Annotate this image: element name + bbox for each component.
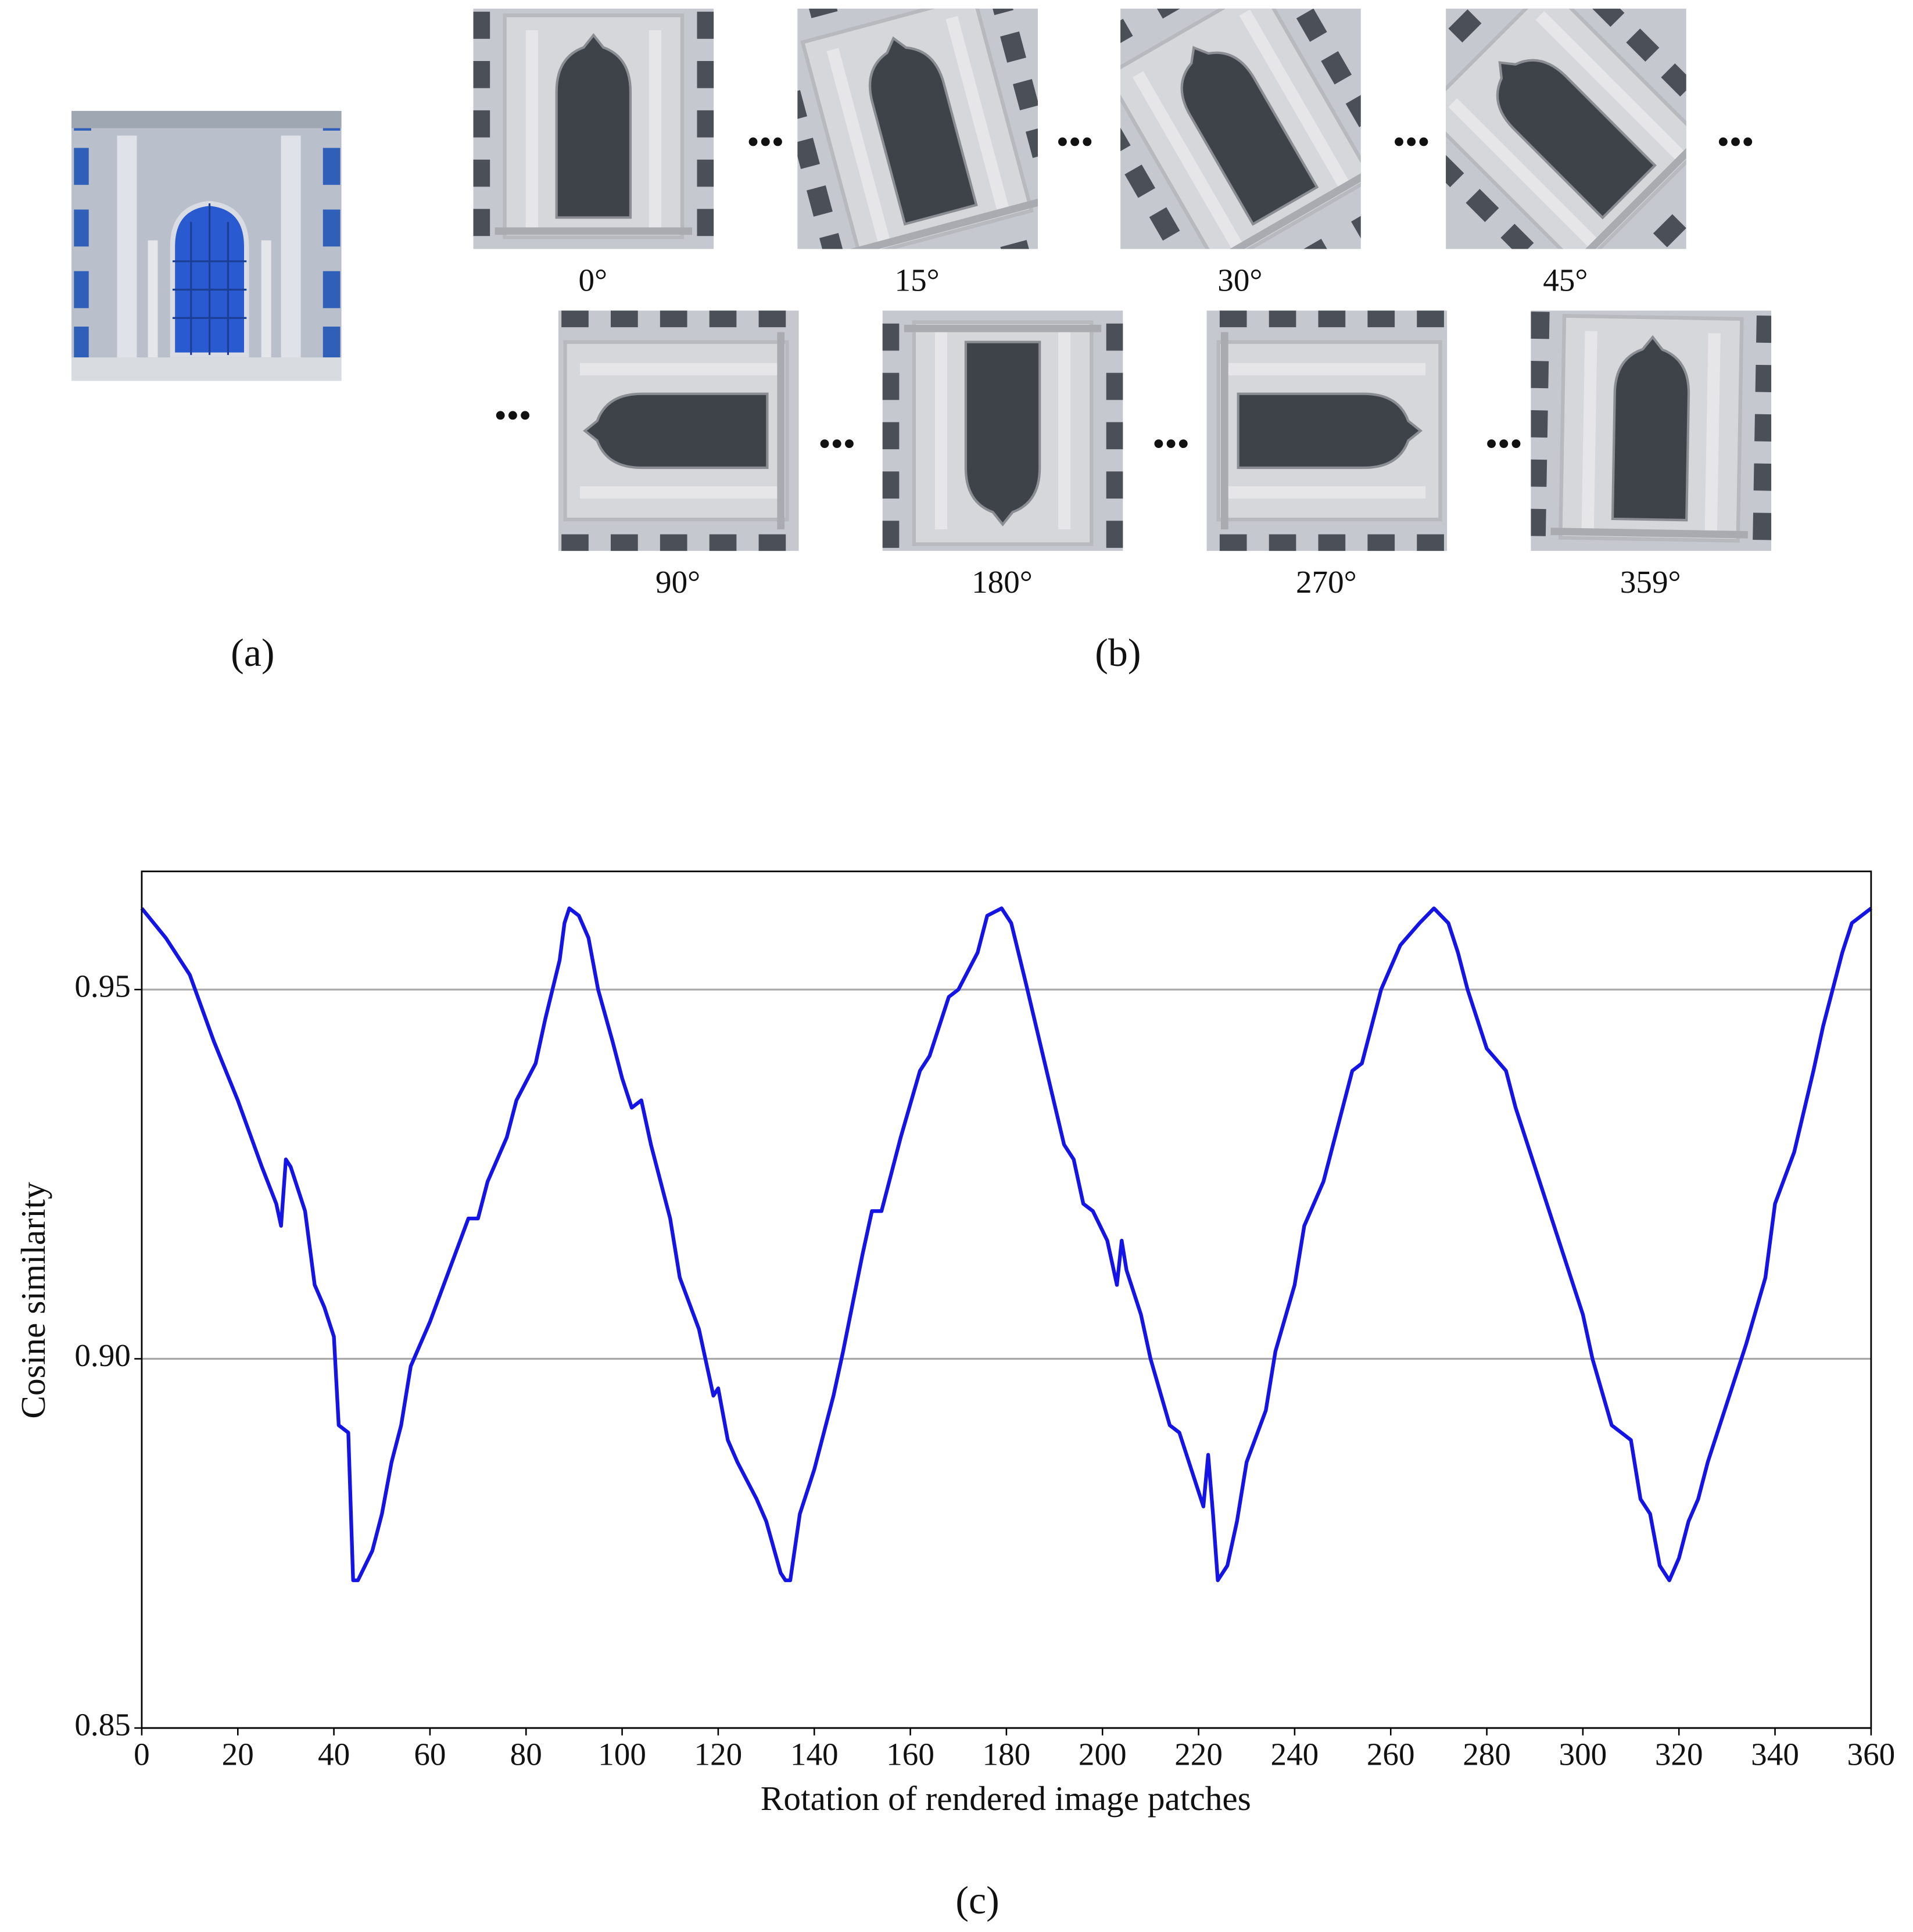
patch-image [1142, 246, 1511, 615]
x-tick-label: 0 [134, 1737, 150, 1772]
x-tick-label: 100 [598, 1737, 646, 1772]
facade-image [71, 110, 342, 381]
y-tick-label: 0.95 [74, 969, 130, 1004]
rotation-label: 180° [972, 564, 1033, 600]
x-tick-label: 120 [694, 1737, 743, 1772]
patch-image [1463, 243, 1839, 619]
rotated-patch [1463, 243, 1839, 619]
x-tick-label: 80 [510, 1737, 542, 1772]
x-tick-label: 180 [983, 1737, 1031, 1772]
x-tick-label: 280 [1463, 1737, 1511, 1772]
x-tick-label: 140 [790, 1737, 839, 1772]
x-tick-label: 20 [222, 1737, 254, 1772]
rotation-label: 0° [578, 263, 607, 298]
panel-label: (a) [231, 631, 274, 675]
x-tick-label: 60 [414, 1737, 446, 1772]
rotation-label: 15° [895, 263, 940, 298]
plot-frame [141, 870, 1872, 1729]
x-tick-label: 340 [1751, 1737, 1799, 1772]
rotated-patch [692, 0, 1144, 355]
x-tick-label: 360 [1847, 1737, 1896, 1772]
x-tick-label: 320 [1655, 1737, 1703, 1772]
y-tick-label: 0.90 [74, 1338, 130, 1373]
ellipsis-dots [496, 137, 1753, 449]
patch-image [818, 246, 1187, 615]
rotation-label: 30° [1217, 263, 1262, 298]
rotation-label: 359° [1620, 564, 1681, 600]
rotation-label: 90° [655, 564, 700, 600]
rotated-patch [818, 246, 1187, 615]
x-tick-label: 300 [1559, 1737, 1607, 1772]
rotation-label: 45° [1543, 263, 1588, 298]
x-tick-label: 40 [318, 1737, 350, 1772]
y-tick-label: 0.85 [74, 1707, 130, 1743]
panel-label: (b) [1095, 631, 1141, 675]
x-tick-label: 220 [1174, 1737, 1223, 1772]
x-tick-label: 260 [1367, 1737, 1415, 1772]
rotated-patch [1142, 246, 1511, 615]
x-tick-label: 240 [1271, 1737, 1319, 1772]
x-axis-label: Rotation of rendered image patches [761, 1779, 1251, 1818]
x-tick-label: 160 [886, 1737, 934, 1772]
data-line [140, 906, 1872, 1582]
y-axis-label: Cosine similarity [14, 1182, 52, 1419]
rotated-patch [494, 246, 864, 615]
patch-image [494, 246, 864, 615]
rotation-label: 270° [1296, 564, 1357, 600]
patch-image [692, 0, 1144, 355]
panel-label: (c) [955, 1879, 999, 1922]
x-tick-label: 200 [1079, 1737, 1127, 1772]
